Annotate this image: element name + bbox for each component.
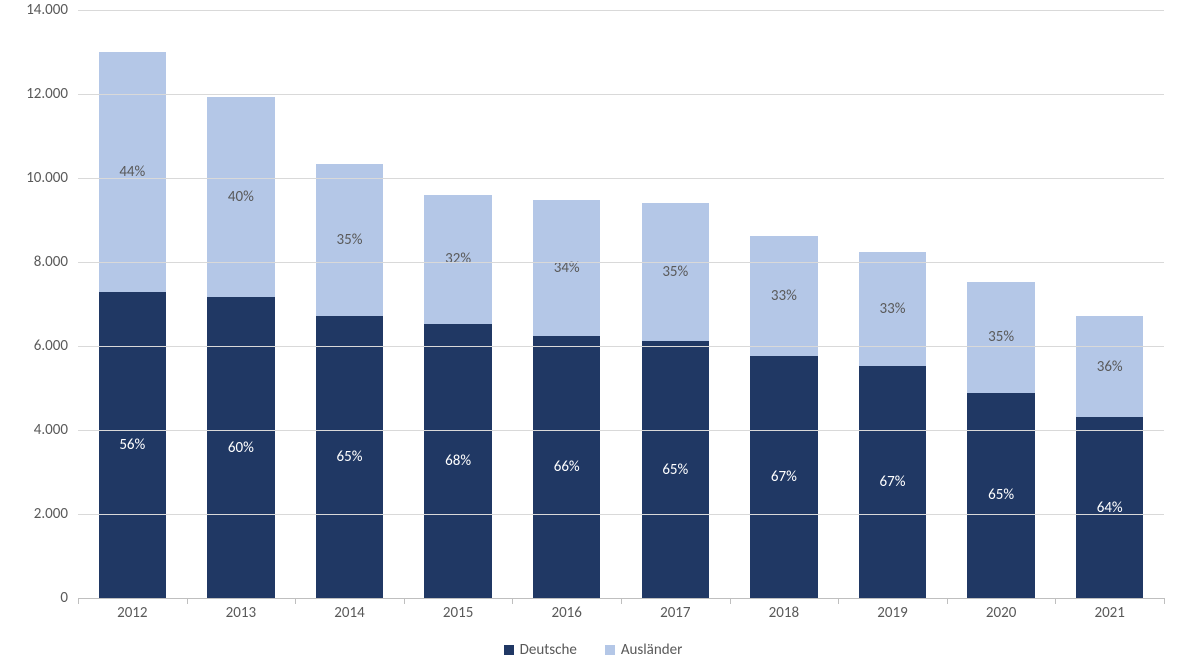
bar-label-deutsche: 65% bbox=[988, 486, 1014, 504]
bar-label-deutsche: 65% bbox=[337, 448, 363, 466]
bar-group: 64% 36% bbox=[1076, 316, 1143, 598]
bar-label-deutsche: 56% bbox=[119, 436, 145, 454]
bar-label-deutsche: 67% bbox=[771, 468, 797, 486]
bar-segment-auslaender: 36% bbox=[1076, 316, 1143, 418]
x-axis-tick-label: 2020 bbox=[986, 598, 1016, 622]
x-axis-tick-mark bbox=[512, 598, 513, 604]
bar-label-auslaender: 35% bbox=[988, 328, 1014, 346]
bar-label-deutsche: 67% bbox=[880, 473, 906, 491]
bar-segment-deutsche: 65% bbox=[967, 393, 1034, 598]
bar-segment-deutsche: 67% bbox=[750, 356, 817, 598]
bar-segment-deutsche: 65% bbox=[642, 341, 709, 598]
y-axis-tick-label: 8.000 bbox=[34, 253, 78, 271]
x-axis-tick-mark bbox=[187, 598, 188, 604]
bar-group: 68% 32% bbox=[424, 195, 491, 598]
bar-segment-auslaender: 35% bbox=[642, 203, 709, 341]
x-axis-tick-mark bbox=[78, 598, 79, 604]
y-axis-tick-label: 2.000 bbox=[34, 505, 78, 523]
x-axis-tick-mark bbox=[404, 598, 405, 604]
bar-segment-deutsche: 67% bbox=[859, 366, 926, 598]
bar-segment-auslaender: 35% bbox=[316, 164, 383, 316]
bar-label-auslaender: 33% bbox=[880, 300, 906, 318]
legend-swatch-auslaender bbox=[605, 645, 615, 655]
bars-layer: 56% 44% 60% 40% 65% 35% 68% 32% 66% 34% 65% 35% 67% 3… bbox=[78, 10, 1164, 598]
x-axis-tick-label: 2016 bbox=[551, 598, 581, 622]
legend-label-auslaender: Ausländer bbox=[621, 641, 683, 659]
bar-group: 67% 33% bbox=[750, 236, 817, 598]
bar-segment-deutsche: 65% bbox=[316, 316, 383, 598]
bar-segment-auslaender: 34% bbox=[533, 200, 600, 335]
gridline bbox=[78, 346, 1164, 347]
x-axis-tick-label: 2017 bbox=[660, 598, 690, 622]
bar-label-auslaender: 35% bbox=[662, 263, 688, 281]
bar-label-auslaender: 32% bbox=[445, 250, 471, 268]
x-axis-tick-label: 2019 bbox=[877, 598, 907, 622]
bar-segment-auslaender: 44% bbox=[99, 52, 166, 292]
bar-label-deutsche: 68% bbox=[445, 452, 471, 470]
gridline bbox=[78, 514, 1164, 515]
bar-segment-deutsche: 68% bbox=[424, 324, 491, 598]
bar-segment-auslaender: 33% bbox=[859, 252, 926, 366]
bar-label-auslaender: 33% bbox=[771, 287, 797, 305]
bar-group: 65% 35% bbox=[316, 164, 383, 598]
y-axis-tick-label: 4.000 bbox=[34, 421, 78, 439]
legend-label-deutsche: Deutsche bbox=[520, 641, 577, 659]
legend-swatch-deutsche bbox=[504, 645, 514, 655]
bar-group: 65% 35% bbox=[967, 282, 1034, 598]
bar-label-auslaender: 36% bbox=[1097, 358, 1123, 376]
gridline bbox=[78, 94, 1164, 95]
x-axis-tick-mark bbox=[1164, 598, 1165, 604]
y-axis-tick-label: 10.000 bbox=[26, 169, 78, 187]
legend-item-auslaender: Ausländer bbox=[605, 641, 683, 659]
bar-label-auslaender: 35% bbox=[337, 231, 363, 249]
x-axis-tick-mark bbox=[621, 598, 622, 604]
plot-area: 56% 44% 60% 40% 65% 35% 68% 32% 66% 34% 65% 35% 67% 3… bbox=[78, 10, 1164, 599]
x-axis-tick-mark bbox=[1055, 598, 1056, 604]
bar-label-deutsche: 65% bbox=[662, 461, 688, 479]
gridline bbox=[78, 178, 1164, 179]
bar-group: 60% 40% bbox=[207, 97, 274, 598]
y-axis-tick-label: 6.000 bbox=[34, 337, 78, 355]
x-axis-tick-mark bbox=[730, 598, 731, 604]
stacked-bar-chart: 56% 44% 60% 40% 65% 35% 68% 32% 66% 34% 65% 35% 67% 3… bbox=[0, 0, 1186, 669]
y-axis-tick-label: 0 bbox=[60, 589, 78, 607]
bar-segment-deutsche: 56% bbox=[99, 292, 166, 598]
bar-segment-auslaender: 33% bbox=[750, 236, 817, 355]
bar-group: 66% 34% bbox=[533, 200, 600, 598]
bar-label-deutsche: 60% bbox=[228, 439, 254, 457]
x-axis-tick-mark bbox=[838, 598, 839, 604]
bar-label-deutsche: 66% bbox=[554, 458, 580, 476]
bar-group: 67% 33% bbox=[859, 252, 926, 598]
bar-segment-auslaender: 32% bbox=[424, 195, 491, 324]
bar-group: 56% 44% bbox=[99, 52, 166, 598]
bar-segment-auslaender: 40% bbox=[207, 97, 274, 297]
y-axis-tick-label: 14.000 bbox=[26, 1, 78, 19]
gridline bbox=[78, 262, 1164, 263]
bar-segment-deutsche: 60% bbox=[207, 297, 274, 598]
bar-label-auslaender: 40% bbox=[228, 188, 254, 206]
gridline bbox=[78, 430, 1164, 431]
x-axis-tick-label: 2018 bbox=[769, 598, 799, 622]
gridline bbox=[78, 10, 1164, 11]
legend: Deutsche Ausländer bbox=[0, 641, 1186, 659]
bar-segment-auslaender: 35% bbox=[967, 282, 1034, 392]
bar-segment-deutsche: 66% bbox=[533, 336, 600, 598]
bar-segment-deutsche: 64% bbox=[1076, 417, 1143, 598]
x-axis-tick-label: 2021 bbox=[1094, 598, 1124, 622]
x-axis-tick-mark bbox=[295, 598, 296, 604]
y-axis-tick-label: 12.000 bbox=[26, 85, 78, 103]
x-axis-tick-label: 2012 bbox=[117, 598, 147, 622]
legend-item-deutsche: Deutsche bbox=[504, 641, 577, 659]
x-axis-tick-label: 2013 bbox=[226, 598, 256, 622]
x-axis-tick-mark bbox=[947, 598, 948, 604]
x-axis-tick-label: 2014 bbox=[334, 598, 364, 622]
x-axis-tick-label: 2015 bbox=[443, 598, 473, 622]
